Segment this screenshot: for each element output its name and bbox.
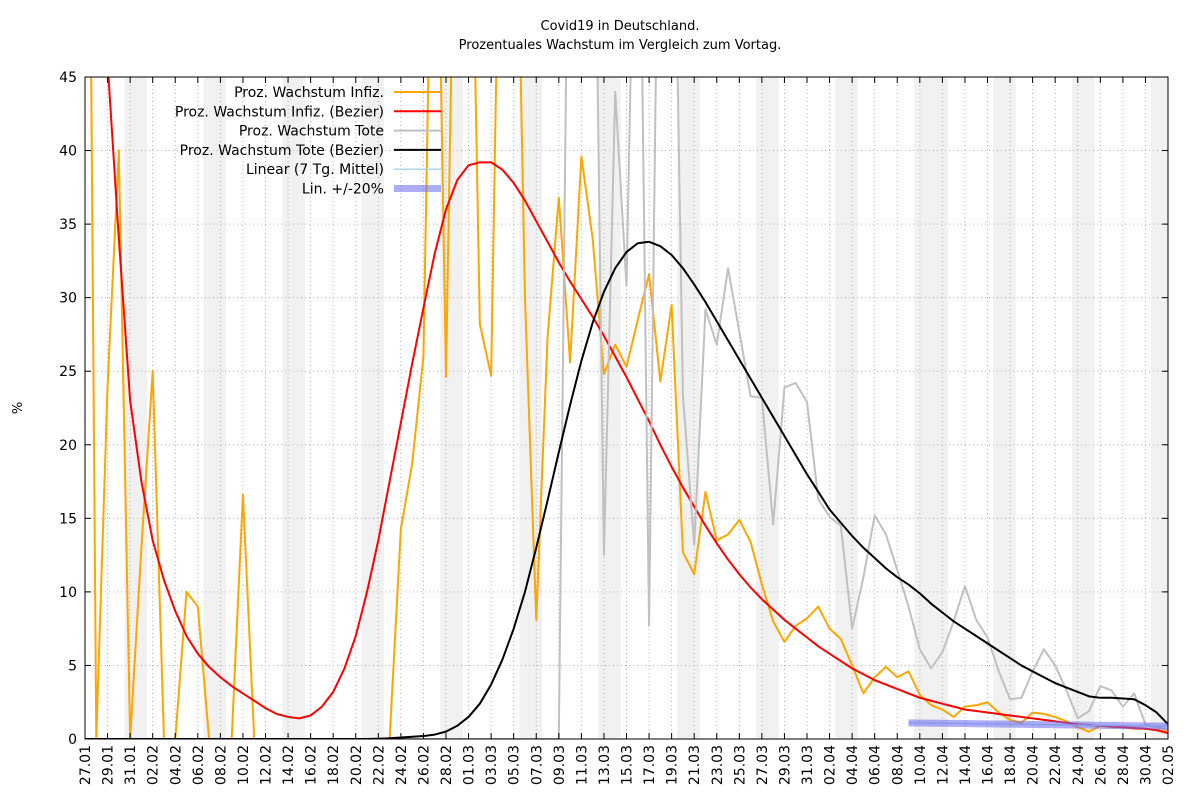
- x-tick-label: 21.03: [687, 745, 703, 785]
- series-line: [85, 77, 1168, 739]
- y-axis-label: %: [11, 402, 26, 414]
- weekend-band: [1151, 77, 1168, 739]
- x-tick-label: 27.03: [755, 745, 771, 785]
- y-tick-label: 40: [59, 144, 77, 160]
- weekend-band: [993, 77, 1016, 739]
- x-tick-label: 20.02: [349, 745, 365, 785]
- y-tick-label: 25: [59, 364, 77, 380]
- x-tick-label: 18.02: [326, 745, 342, 785]
- y-tick-label: 15: [59, 511, 77, 527]
- y-tick-label: 45: [59, 70, 77, 86]
- x-tick-label: 28.02: [439, 745, 455, 785]
- x-tick-label: 29.03: [777, 745, 793, 785]
- x-tick-label: 27.01: [78, 745, 94, 785]
- x-tick-label: 22.02: [371, 745, 387, 785]
- x-tick-label: 06.02: [191, 745, 207, 785]
- x-tick-label: 20.04: [1026, 745, 1042, 785]
- legend-label: Proz. Wachstum Infiz. (Bezier): [175, 104, 384, 120]
- x-tick-label: 10.04: [913, 745, 929, 785]
- x-tick-label: 04.02: [168, 745, 184, 785]
- x-tick-label: 11.03: [574, 745, 590, 785]
- x-tick-label: 16.04: [981, 745, 997, 785]
- x-tick-label: 22.04: [1048, 745, 1064, 785]
- x-tick-label: 24.04: [1071, 745, 1087, 785]
- x-tick-label: 29.01: [101, 745, 117, 785]
- weekend-band: [835, 77, 858, 739]
- chart-title: Covid19 in Deutschland.: [541, 19, 700, 34]
- x-tick-label: 06.04: [868, 745, 884, 785]
- chart-subtitle: Prozentuales Wachstum im Vergleich zum V…: [459, 38, 782, 53]
- x-tick-label: 02.05: [1161, 745, 1177, 785]
- x-tick-label: 10.02: [236, 745, 252, 785]
- y-tick-label: 30: [59, 291, 77, 307]
- weekend-band: [677, 77, 700, 739]
- x-tick-label: 14.04: [958, 745, 974, 785]
- y-tick-label: 0: [68, 732, 77, 748]
- x-tick-label: 26.02: [416, 745, 432, 785]
- x-tick-label: 13.03: [597, 745, 613, 785]
- x-tick-label: 24.02: [394, 745, 410, 785]
- x-tick-label: 18.04: [1003, 745, 1019, 785]
- weekend-band: [203, 77, 227, 739]
- legend-label: Lin. +/-20%: [302, 182, 384, 198]
- x-tick-label: 08.02: [213, 745, 229, 785]
- x-tick-label: 03.03: [484, 745, 500, 785]
- legend-label: Proz. Wachstum Infiz.: [234, 85, 384, 101]
- series-line: [85, 240, 1168, 739]
- x-tick-label: 30.04: [1138, 745, 1154, 785]
- x-tick-label: 19.03: [665, 745, 681, 785]
- x-tick-label: 31.03: [800, 745, 816, 785]
- series-line: [90, 77, 1168, 739]
- x-tick-label: 01.03: [462, 745, 478, 785]
- series-line: [908, 719, 1168, 730]
- weekend-band: [914, 77, 949, 739]
- x-tick-label: 09.03: [552, 745, 568, 785]
- legend-label: Linear (7 Tg. Mittel): [246, 162, 384, 178]
- y-tick-label: 35: [59, 217, 77, 233]
- x-tick-label: 02.02: [146, 745, 162, 785]
- x-tick-label: 25.03: [732, 745, 748, 785]
- x-tick-label: 08.04: [890, 745, 906, 785]
- x-tick-label: 28.04: [1116, 745, 1132, 785]
- legend-label: Proz. Wachstum Tote: [239, 124, 384, 140]
- x-tick-label: 14.02: [281, 745, 297, 785]
- x-tick-label: 12.02: [259, 745, 275, 785]
- x-tick-label: 31.01: [123, 745, 139, 785]
- y-tick-label: 20: [59, 438, 77, 454]
- series-line: [107, 77, 1168, 735]
- y-tick-label: 5: [68, 658, 77, 674]
- y-tick-label: 10: [59, 585, 77, 601]
- x-tick-label: 02.04: [823, 745, 839, 785]
- x-tick-label: 26.04: [1093, 745, 1109, 785]
- x-tick-label: 04.04: [845, 745, 861, 785]
- x-tick-label: 16.02: [304, 745, 320, 785]
- x-tick-label: 05.03: [507, 745, 523, 785]
- x-tick-label: 17.03: [642, 745, 658, 785]
- x-tick-label: 15.03: [620, 745, 636, 785]
- weekend-band: [1072, 77, 1095, 739]
- x-tick-label: 23.03: [710, 745, 726, 785]
- x-tick-label: 07.03: [529, 745, 545, 785]
- x-tick-label: 12.04: [935, 745, 951, 785]
- legend-label: Proz. Wachstum Tote (Bezier): [180, 143, 384, 159]
